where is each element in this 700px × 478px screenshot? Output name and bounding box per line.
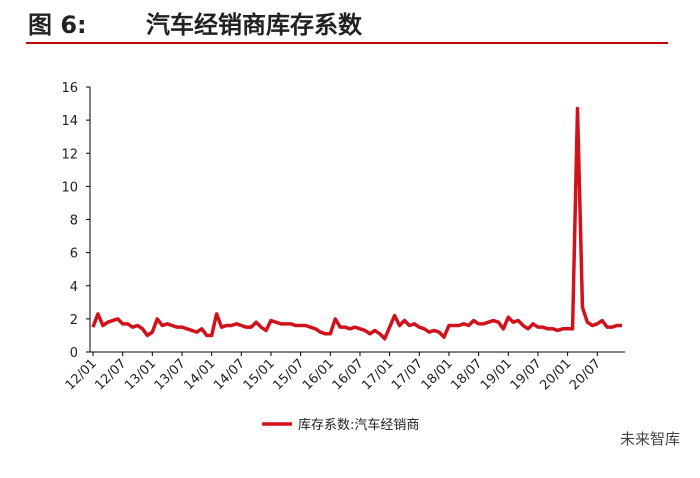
y-tick-label: 12 xyxy=(61,147,78,162)
y-tick-label: 0 xyxy=(70,346,78,361)
figure-label: 图 6: xyxy=(28,11,87,39)
y-tick-label: 14 xyxy=(61,114,78,129)
legend-label: 库存系数:汽车经销商 xyxy=(298,417,419,433)
watermark: 未来智库 xyxy=(620,430,680,448)
y-tick-label: 8 xyxy=(70,214,78,229)
y-tick-label: 2 xyxy=(70,313,78,328)
y-tick-label: 6 xyxy=(70,247,78,262)
y-tick-label: 4 xyxy=(70,280,78,295)
chart-title: 汽车经销商库存系数 xyxy=(146,11,363,39)
data-line xyxy=(91,106,622,341)
y-tick-label: 16 xyxy=(61,81,78,96)
y-tick-label: 10 xyxy=(61,180,78,195)
